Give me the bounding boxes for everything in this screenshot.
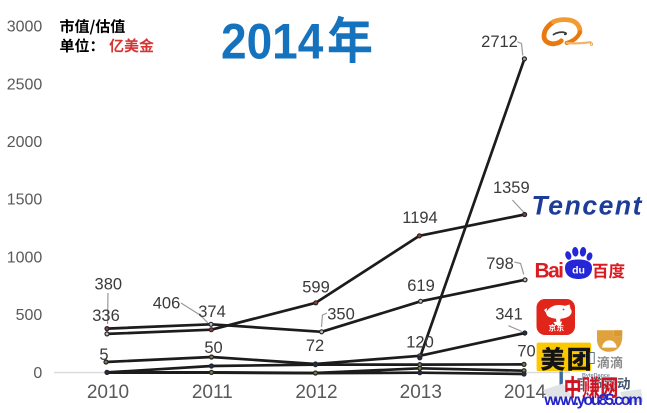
- svg-text:599: 599: [302, 278, 330, 296]
- svg-text:5: 5: [99, 346, 108, 364]
- svg-text:Tencent: Tencent: [532, 191, 643, 221]
- svg-text:50: 50: [204, 339, 222, 357]
- svg-text:798: 798: [486, 255, 514, 273]
- svg-text:619: 619: [407, 277, 435, 295]
- svg-text:500: 500: [16, 307, 43, 324]
- svg-text:Bai: Bai: [535, 260, 565, 283]
- svg-text:2500: 2500: [7, 76, 43, 93]
- svg-text:du: du: [572, 265, 585, 277]
- svg-text:www.you85.com: www.you85.com: [543, 392, 642, 409]
- svg-text:2014: 2014: [504, 382, 547, 403]
- svg-text:2712: 2712: [481, 33, 518, 51]
- svg-text:1194: 1194: [402, 209, 437, 227]
- svg-text:1500: 1500: [7, 192, 43, 209]
- svg-text:3000: 3000: [7, 19, 43, 36]
- svg-text:2013: 2013: [400, 382, 442, 403]
- svg-text:1359: 1359: [493, 179, 530, 197]
- svg-text:380: 380: [95, 276, 123, 294]
- svg-text:120: 120: [406, 333, 434, 351]
- svg-text:374: 374: [198, 303, 226, 321]
- svg-text:2012: 2012: [295, 382, 337, 403]
- svg-text:1000: 1000: [7, 249, 43, 266]
- svg-text:0: 0: [33, 365, 42, 382]
- svg-text:2014: 2014: [221, 15, 324, 70]
- svg-text:2000: 2000: [7, 134, 43, 151]
- svg-text:72: 72: [306, 337, 324, 355]
- svg-text:406: 406: [153, 294, 181, 312]
- svg-text:70: 70: [517, 342, 535, 360]
- svg-text:350: 350: [327, 305, 355, 323]
- svg-text:2010: 2010: [87, 382, 129, 403]
- svg-text:336: 336: [92, 307, 120, 325]
- svg-text:2011: 2011: [192, 382, 233, 403]
- svg-text:341: 341: [495, 305, 523, 323]
